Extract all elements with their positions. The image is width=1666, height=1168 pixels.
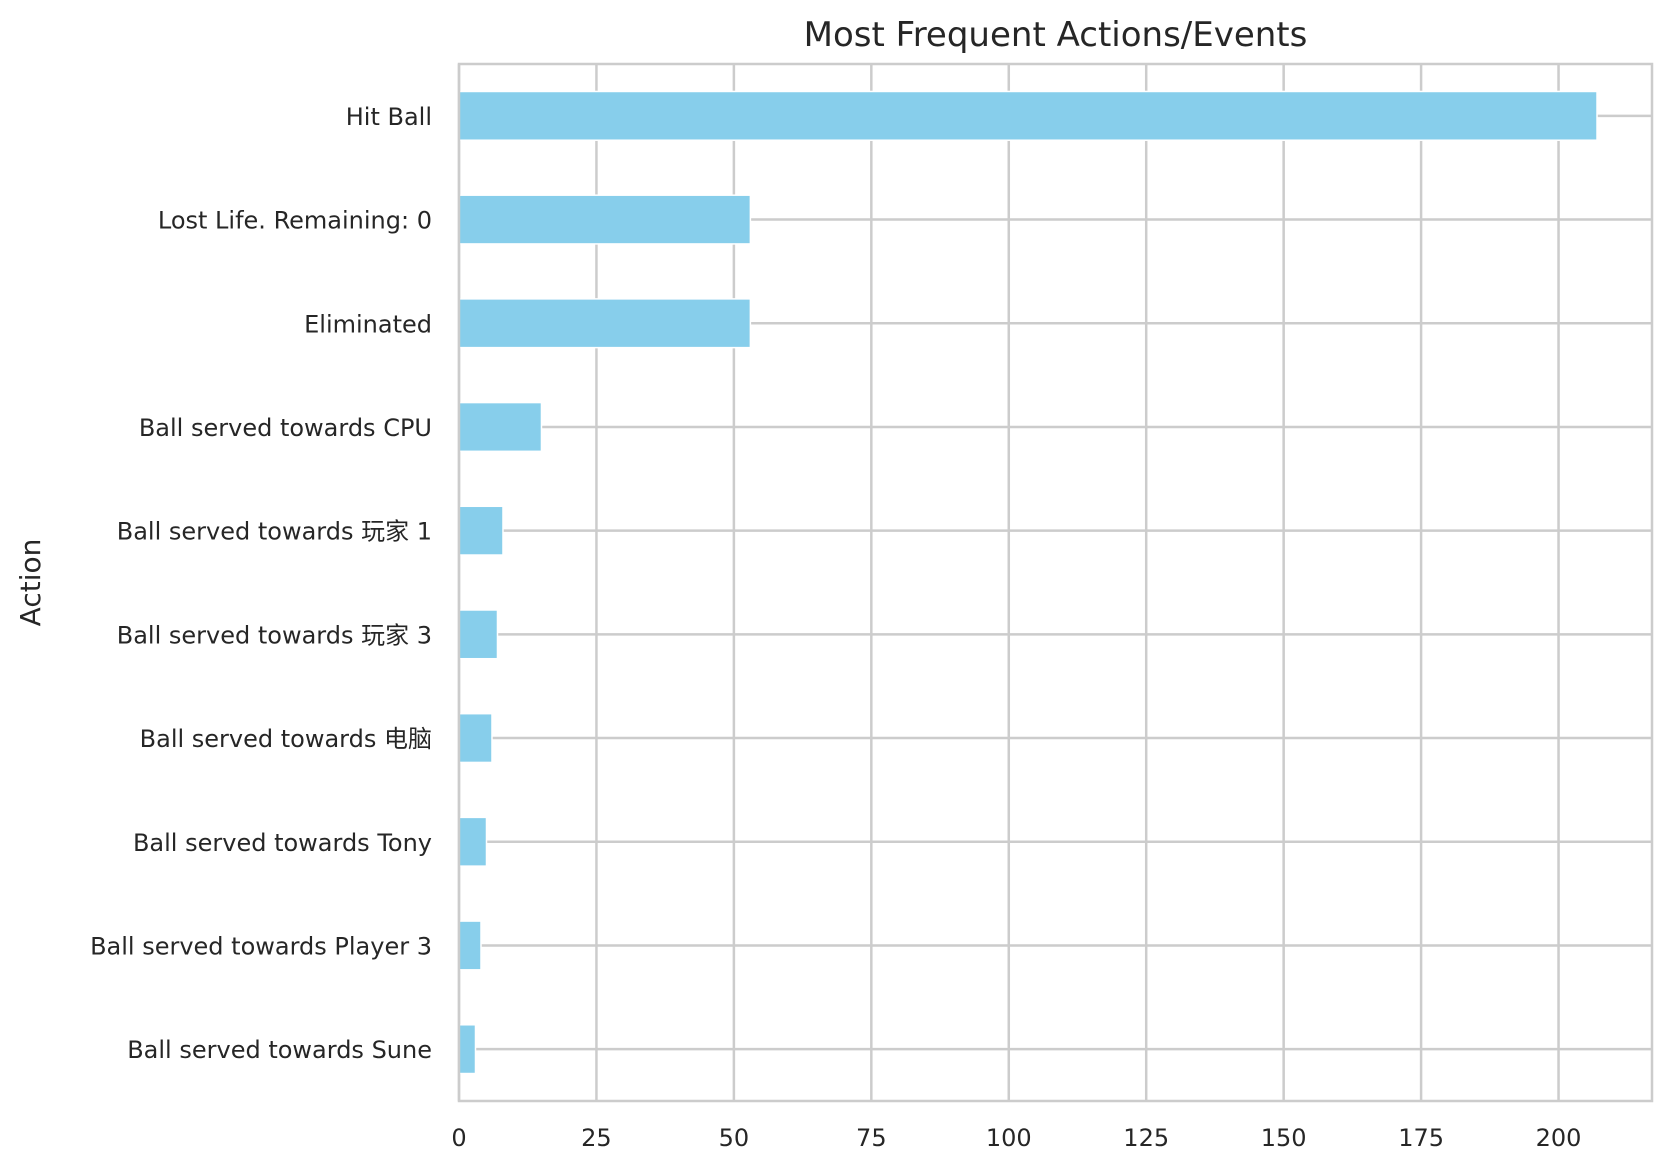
y-tick-label: Lost Life. Remaining: 0 — [158, 207, 432, 235]
x-tick-label: 0 — [451, 1124, 466, 1152]
x-tick-label: 75 — [856, 1124, 887, 1152]
x-tick-label: 150 — [1261, 1124, 1307, 1152]
x-tick-labels: 0 25 50 75 100 125 150 175 200 — [451, 1124, 1581, 1152]
bar — [458, 90, 1598, 141]
plot-frame — [457, 62, 1654, 1103]
y-tick-label: Ball served towards 电脑 — [140, 725, 432, 753]
y-tick-label: Ball served towards Player 3 — [90, 932, 432, 960]
bar — [458, 816, 488, 867]
chart-title: Most Frequent Actions/Events — [804, 15, 1308, 55]
y-tick-label: Hit Ball — [346, 103, 432, 131]
bar — [458, 194, 752, 245]
y-tick-label: Ball served towards 玩家 3 — [117, 621, 432, 649]
x-tick-label: 100 — [986, 1124, 1032, 1152]
y-tick-label: Ball served towards Tony — [133, 829, 432, 857]
y-axis-label: Action — [14, 539, 47, 627]
bar — [458, 920, 482, 971]
y-tick-label: Ball served towards Sune — [127, 1036, 432, 1064]
y-tick-label: Eliminated — [304, 310, 432, 338]
x-tick-label: 175 — [1398, 1124, 1444, 1152]
y-tick-labels: Hit Ball Lost Life. Remaining: 0 Eliminate… — [90, 103, 432, 1064]
bar — [458, 609, 499, 660]
bar — [458, 298, 752, 349]
bar — [458, 712, 493, 764]
y-tick-label: Ball served towards CPU — [139, 414, 432, 442]
bars — [458, 90, 1598, 1075]
bar — [458, 505, 504, 556]
x-tick-label: 125 — [1123, 1124, 1169, 1152]
bar — [458, 401, 543, 453]
x-tick-label: 50 — [719, 1124, 750, 1152]
x-tick-label: 200 — [1536, 1124, 1582, 1152]
bar — [458, 1024, 477, 1075]
x-tick-label: 25 — [581, 1124, 612, 1152]
y-tick-label: Ball served towards 玩家 1 — [117, 518, 432, 546]
